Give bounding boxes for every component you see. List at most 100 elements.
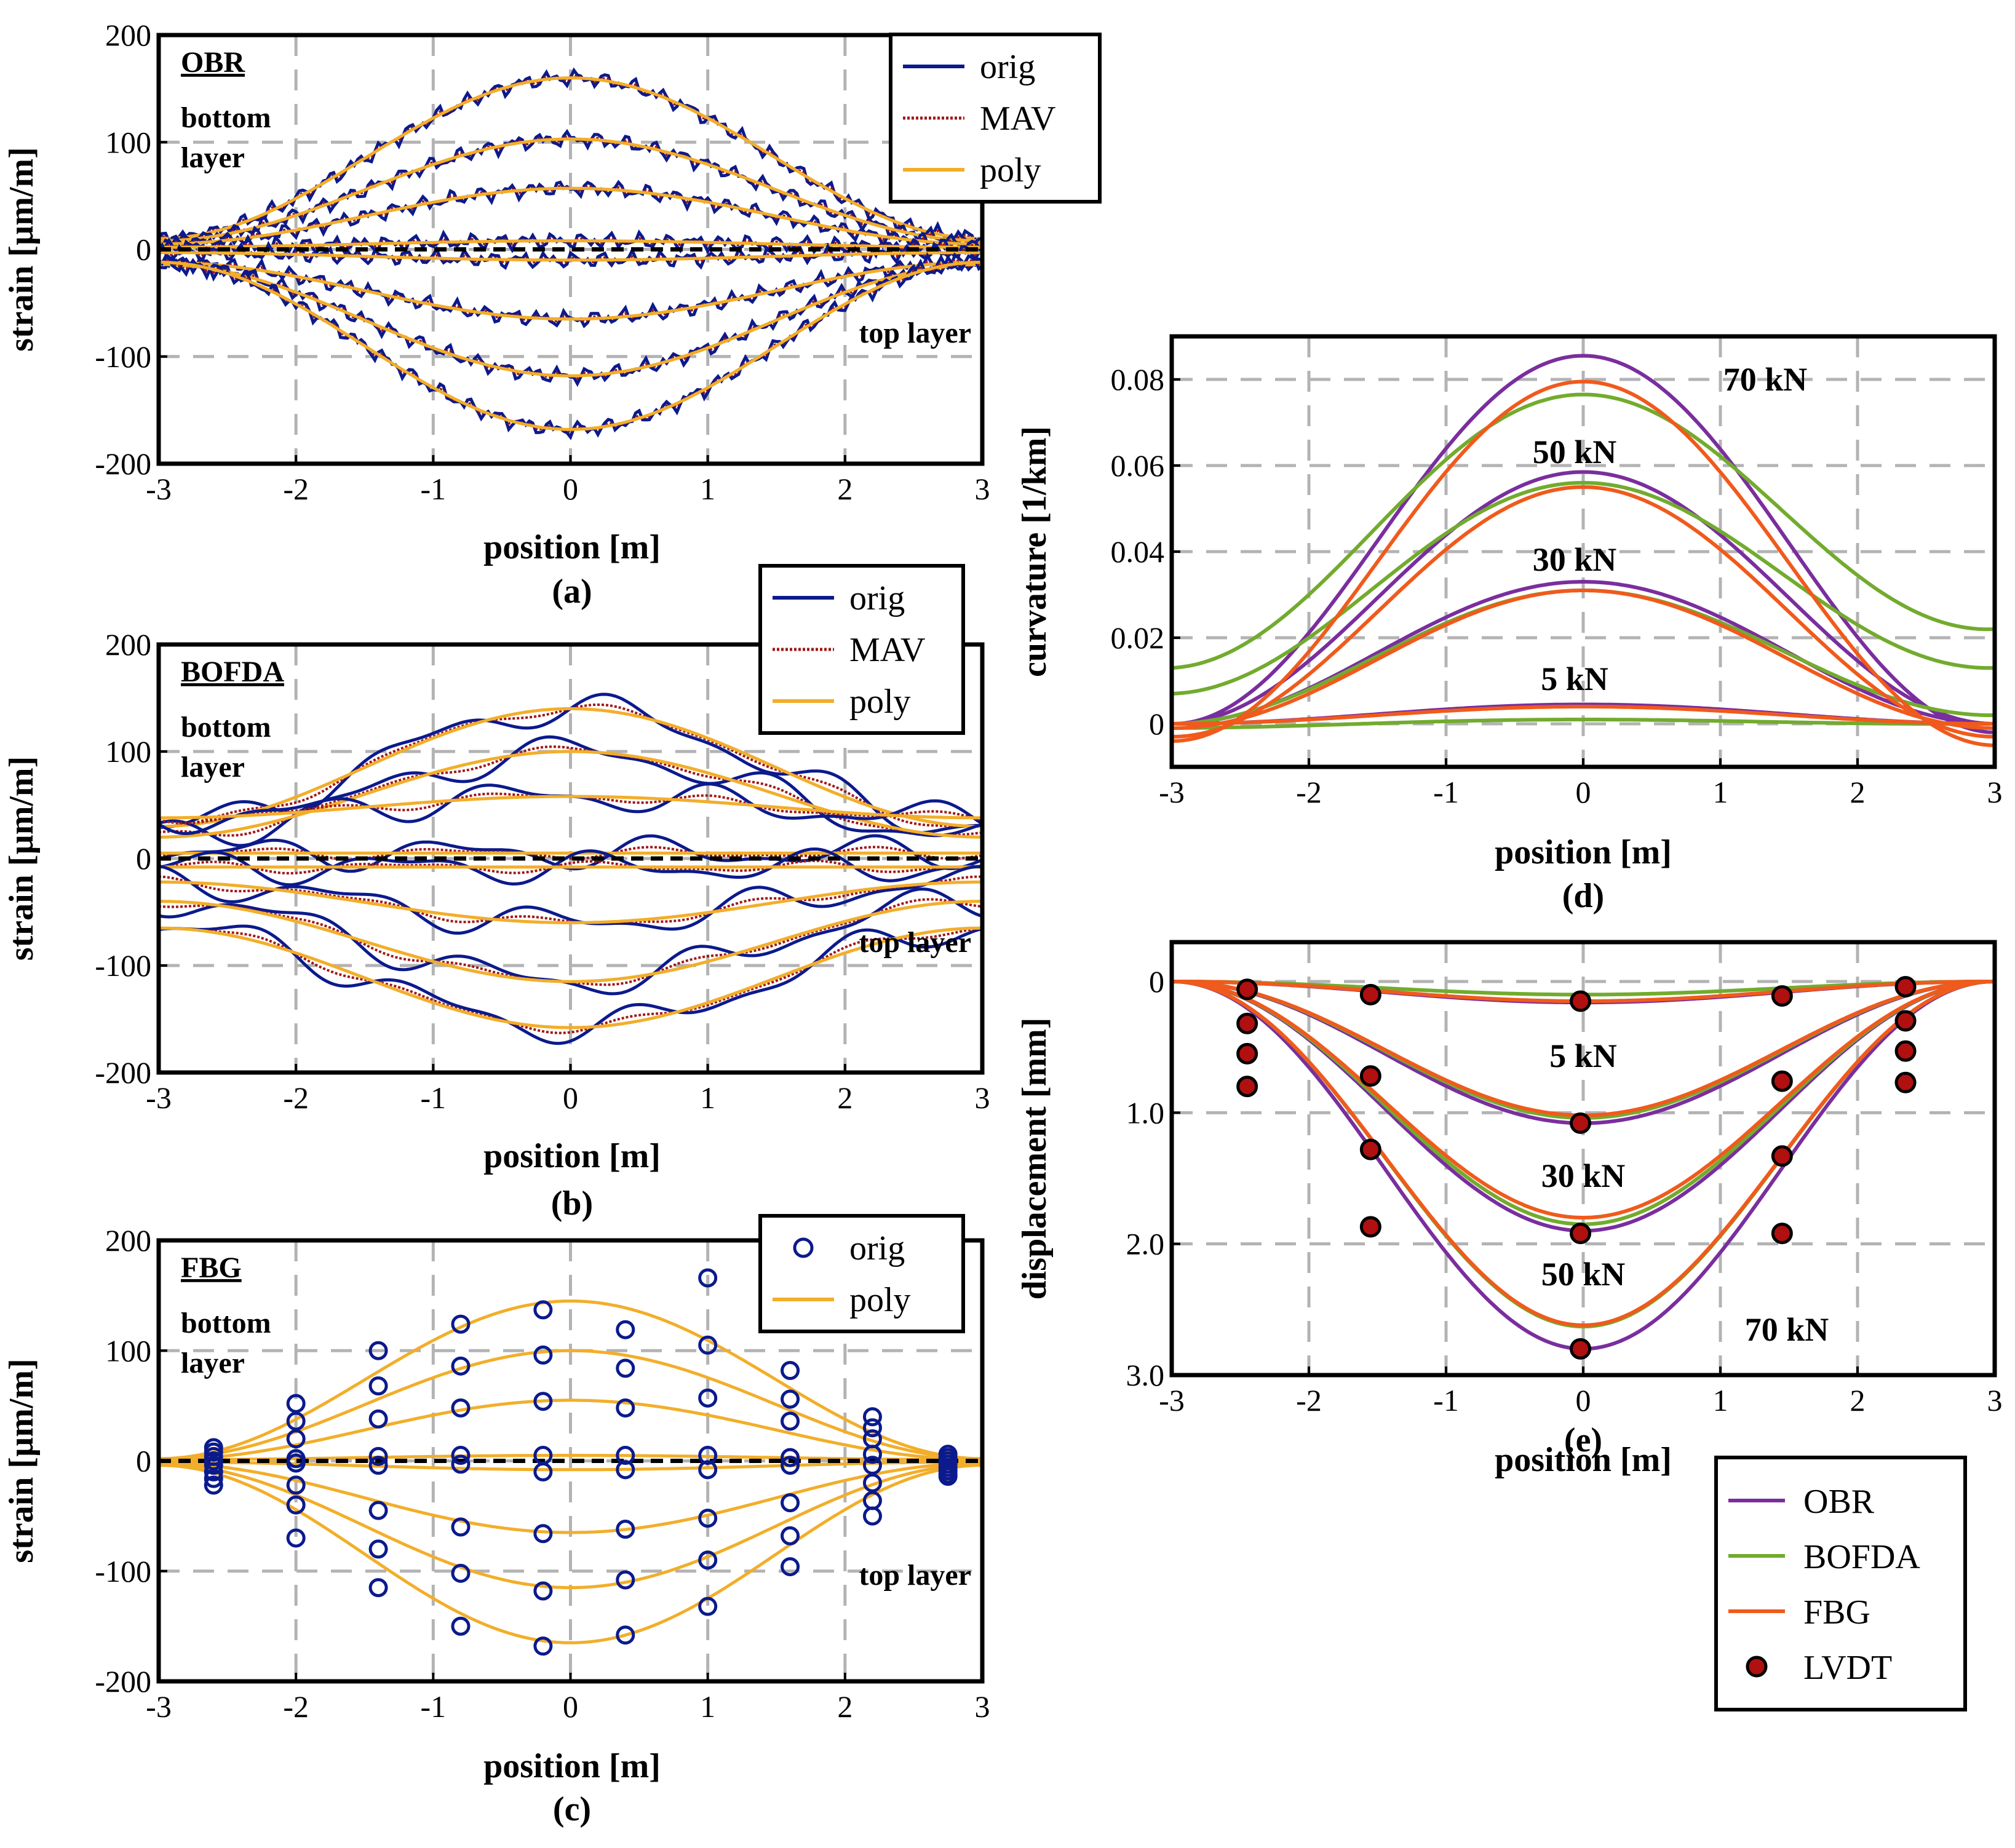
poly-curve xyxy=(159,1462,982,1590)
fbg-point xyxy=(368,1501,388,1520)
x-tick-label: -3 xyxy=(1159,1383,1185,1418)
legend-entry: orig xyxy=(849,579,905,617)
poly-curve xyxy=(159,260,982,431)
fbg-point xyxy=(286,1411,306,1431)
mav-curve xyxy=(159,745,982,837)
subplot-label: (a) xyxy=(552,573,592,611)
annotation-layer: layer xyxy=(181,1347,245,1379)
curvature-curve xyxy=(1172,589,1995,730)
x-tick-label: -3 xyxy=(1159,775,1185,809)
lvdt-point xyxy=(1359,1216,1381,1238)
fbg-point xyxy=(533,1392,553,1411)
fbg-point xyxy=(451,1517,471,1537)
x-tick-label: -2 xyxy=(1296,1383,1322,1418)
fbg-point xyxy=(616,1570,635,1590)
fbg-point xyxy=(286,1394,306,1413)
legend-entry: poly xyxy=(849,1281,911,1319)
lvdt-point xyxy=(1359,1138,1381,1160)
lvdt-point xyxy=(1894,976,1917,998)
poly-curve xyxy=(159,263,982,378)
load-label: 5 kN xyxy=(1549,1037,1617,1074)
x-tick-label: 1 xyxy=(1713,1383,1728,1418)
load-label: 50 kN xyxy=(1533,434,1617,470)
fbg-point xyxy=(451,1356,471,1376)
plot-area xyxy=(1172,354,1995,747)
y-axis-label: strain [µm/m] xyxy=(2,1358,41,1563)
axes-frame xyxy=(156,33,985,466)
fbg-point xyxy=(781,1389,800,1409)
load-label: 30 kN xyxy=(1533,541,1617,578)
x-tick-label: -1 xyxy=(1433,1383,1459,1418)
lvdt-point xyxy=(1570,990,1592,1012)
x-tick-label: 1 xyxy=(700,472,715,506)
poly-curve xyxy=(159,1454,982,1462)
fbg-point xyxy=(862,1473,882,1493)
legend: orig MAV poly xyxy=(889,33,1102,204)
fbg-point xyxy=(698,1335,718,1355)
annotation-bottom: bottom xyxy=(181,101,271,134)
poly-curve xyxy=(159,880,982,924)
y-tick-label: 0.06 xyxy=(1111,448,1165,483)
subplot-label: (b) xyxy=(551,1184,593,1223)
lvdt-point xyxy=(1771,985,1793,1007)
plot-area xyxy=(1172,976,1995,1360)
poly-curve xyxy=(159,1299,982,1461)
mav-curve xyxy=(159,846,982,861)
y-axis-label: curvature [1/km] xyxy=(1015,426,1054,677)
x-tick-label: 3 xyxy=(975,472,990,506)
load-label: 30 kN xyxy=(1541,1157,1626,1194)
panel-title: OBR xyxy=(181,46,245,79)
y-tick-label: 200 xyxy=(105,1223,151,1258)
lvdt-point xyxy=(1894,1071,1917,1093)
fbg-point xyxy=(451,1398,471,1418)
legend-entry: FBG xyxy=(1803,1593,1870,1632)
fbg-point xyxy=(698,1388,718,1408)
y-tick-label: 0 xyxy=(1149,707,1164,741)
fbg-point xyxy=(781,1448,800,1467)
poly-curve xyxy=(159,1460,982,1472)
fbg-point xyxy=(368,1376,388,1396)
legend-box xyxy=(758,1214,965,1333)
lvdt-point xyxy=(1236,978,1258,1001)
x-tick-label: 1 xyxy=(700,1689,715,1724)
y-tick-label: 2.0 xyxy=(1126,1227,1165,1261)
y-tick-label: -200 xyxy=(95,1055,151,1090)
y-axis-label: strain [µm/m] xyxy=(2,756,41,961)
y-tick-label: 3.0 xyxy=(1126,1358,1165,1392)
x-tick-label: 2 xyxy=(1850,775,1866,809)
plot-area xyxy=(159,1268,982,1656)
fbg-point xyxy=(368,1409,388,1429)
x-axis-label: position [m] xyxy=(1495,833,1672,871)
lvdt-point xyxy=(1570,1112,1592,1134)
y-tick-label: 0.08 xyxy=(1111,362,1165,397)
x-tick-label: -1 xyxy=(1433,775,1459,809)
x-tick-label: -2 xyxy=(283,472,309,506)
x-tick-label: -3 xyxy=(146,1081,172,1115)
legend-marker xyxy=(1746,1656,1768,1678)
poly-curve xyxy=(159,239,982,249)
fbg-point xyxy=(616,1460,635,1480)
curvature-curve xyxy=(1172,705,1995,726)
legend-entry: poly xyxy=(849,683,911,721)
legend: orig poly xyxy=(758,1214,965,1333)
fbg-point xyxy=(533,1345,553,1365)
poly-curve xyxy=(159,186,982,246)
fbg-point xyxy=(204,1469,223,1488)
y-axis-label: displacement [mm] xyxy=(1015,1018,1054,1300)
fbg-point xyxy=(286,1495,306,1515)
x-tick-label: -1 xyxy=(421,472,447,506)
fbg-point xyxy=(698,1596,718,1616)
y-tick-label: -100 xyxy=(95,339,151,374)
fbg-point xyxy=(204,1456,223,1475)
fbg-point xyxy=(862,1456,882,1475)
fbg-point xyxy=(451,1454,471,1474)
annotation-layer: layer xyxy=(181,751,245,783)
fbg-point xyxy=(286,1475,306,1495)
mav-curve xyxy=(159,259,982,434)
y-tick-label: 0 xyxy=(136,1444,151,1478)
fbg-point xyxy=(533,1462,553,1481)
axes-frame xyxy=(156,1238,985,1684)
x-tick-label: 3 xyxy=(975,1689,990,1724)
poly-curve xyxy=(159,1398,982,1462)
lvdt-point xyxy=(1236,1042,1258,1065)
